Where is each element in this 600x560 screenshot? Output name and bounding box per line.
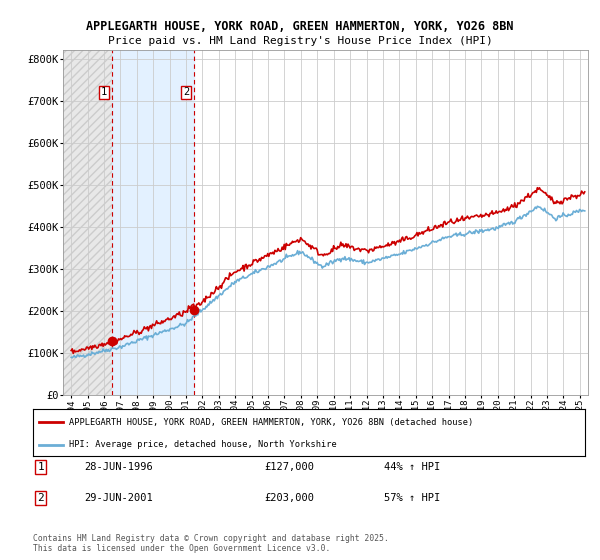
Text: APPLEGARTH HOUSE, YORK ROAD, GREEN HAMMERTON, YORK, YO26 8BN (detached house): APPLEGARTH HOUSE, YORK ROAD, GREEN HAMME… — [69, 418, 473, 427]
Text: 44% ↑ HPI: 44% ↑ HPI — [384, 462, 440, 472]
Text: 28-JUN-1996: 28-JUN-1996 — [84, 462, 153, 472]
Text: HPI: Average price, detached house, North Yorkshire: HPI: Average price, detached house, Nort… — [69, 440, 337, 449]
Text: APPLEGARTH HOUSE, YORK ROAD, GREEN HAMMERTON, YORK, YO26 8BN: APPLEGARTH HOUSE, YORK ROAD, GREEN HAMME… — [86, 20, 514, 32]
Text: 57% ↑ HPI: 57% ↑ HPI — [384, 493, 440, 503]
Text: £127,000: £127,000 — [264, 462, 314, 472]
Text: 29-JUN-2001: 29-JUN-2001 — [84, 493, 153, 503]
Text: £203,000: £203,000 — [264, 493, 314, 503]
Text: 1: 1 — [37, 462, 44, 472]
Text: 2: 2 — [183, 87, 189, 97]
Text: Contains HM Land Registry data © Crown copyright and database right 2025.
This d: Contains HM Land Registry data © Crown c… — [33, 534, 389, 553]
Text: 2: 2 — [37, 493, 44, 503]
Bar — [63, 50, 112, 395]
Text: Price paid vs. HM Land Registry's House Price Index (HPI): Price paid vs. HM Land Registry's House … — [107, 36, 493, 46]
Text: 1: 1 — [101, 87, 107, 97]
Bar — [112, 50, 194, 395]
Bar — [63, 50, 112, 395]
